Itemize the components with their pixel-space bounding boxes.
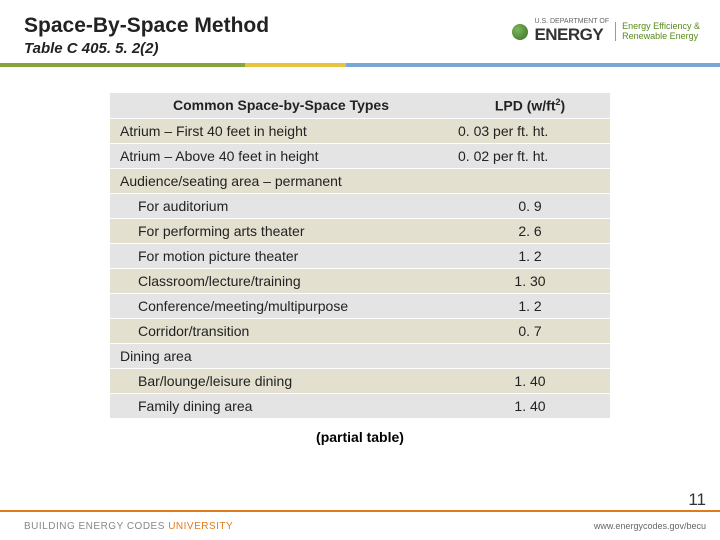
cell-lpd: 1. 30 xyxy=(450,268,610,293)
table-row: Family dining area1. 40 xyxy=(110,393,610,418)
footer: BUILDING ENERGY CODES UNIVERSITY www.ene… xyxy=(0,510,720,540)
cell-type: Atrium – Above 40 feet in height xyxy=(110,143,450,168)
lpd-table: Common Space-by-Space Types LPD (w/ft2) … xyxy=(110,93,610,419)
accent-bar xyxy=(0,63,720,67)
cell-lpd: 2. 6 xyxy=(450,218,610,243)
slide-header: Space-By-Space Method Table C 405. 5. 2(… xyxy=(0,0,720,57)
footer-url: www.energycodes.gov/becu xyxy=(594,521,706,531)
table-row: Audience/seating area – permanent xyxy=(110,168,610,193)
page-number: 11 xyxy=(688,490,706,510)
cell-lpd: 1. 2 xyxy=(450,243,610,268)
doe-logo: U.S. DEPARTMENT OF ENERGY Energy Efficie… xyxy=(512,18,700,45)
cell-type: For motion picture theater xyxy=(110,243,450,268)
eere-label: Energy Efficiency & Renewable Energy xyxy=(615,22,700,42)
cell-type: Conference/meeting/multipurpose xyxy=(110,293,450,318)
globe-icon xyxy=(512,24,528,40)
table-row: For auditorium0. 9 xyxy=(110,193,610,218)
col-header-types: Common Space-by-Space Types xyxy=(110,93,450,118)
cell-lpd: 0. 7 xyxy=(450,318,610,343)
table-row: For motion picture theater1. 2 xyxy=(110,243,610,268)
cell-lpd: 0. 03 per ft. ht. xyxy=(450,118,610,143)
cell-lpd: 1. 2 xyxy=(450,293,610,318)
cell-lpd xyxy=(450,343,610,368)
accent-bar-right xyxy=(346,63,720,67)
partial-table-note: (partial table) xyxy=(110,429,610,445)
table-row: Bar/lounge/leisure dining1. 40 xyxy=(110,368,610,393)
accent-bar-mid xyxy=(245,63,346,67)
cell-type: For performing arts theater xyxy=(110,218,450,243)
table-body: Atrium – First 40 feet in height0. 03 pe… xyxy=(110,118,610,418)
cell-lpd xyxy=(450,168,610,193)
table-header-row: Common Space-by-Space Types LPD (w/ft2) xyxy=(110,93,610,118)
table-row: Corridor/transition0. 7 xyxy=(110,318,610,343)
cell-type: Classroom/lecture/training xyxy=(110,268,450,293)
cell-lpd: 1. 40 xyxy=(450,393,610,418)
cell-type: Dining area xyxy=(110,343,450,368)
table-row: Atrium – Above 40 feet in height0. 02 pe… xyxy=(110,143,610,168)
table-row: Classroom/lecture/training1. 30 xyxy=(110,268,610,293)
cell-lpd: 0. 02 per ft. ht. xyxy=(450,143,610,168)
col-header-lpd: LPD (w/ft2) xyxy=(450,93,610,118)
cell-type: For auditorium xyxy=(110,193,450,218)
lpd-table-wrap: Common Space-by-Space Types LPD (w/ft2) … xyxy=(110,93,610,445)
dept-label: U.S. DEPARTMENT OF xyxy=(534,18,609,25)
table-row: For performing arts theater2. 6 xyxy=(110,218,610,243)
cell-type: Bar/lounge/leisure dining xyxy=(110,368,450,393)
table-row: Dining area xyxy=(110,343,610,368)
table-row: Atrium – First 40 feet in height0. 03 pe… xyxy=(110,118,610,143)
cell-lpd: 0. 9 xyxy=(450,193,610,218)
footer-left: BUILDING ENERGY CODES UNIVERSITY xyxy=(24,521,233,532)
cell-type: Atrium – First 40 feet in height xyxy=(110,118,450,143)
energy-label: ENERGY xyxy=(534,25,609,45)
table-row: Conference/meeting/multipurpose1. 2 xyxy=(110,293,610,318)
accent-bar-left xyxy=(0,63,245,67)
cell-type: Audience/seating area – permanent xyxy=(110,168,450,193)
cell-type: Family dining area xyxy=(110,393,450,418)
cell-lpd: 1. 40 xyxy=(450,368,610,393)
cell-type: Corridor/transition xyxy=(110,318,450,343)
